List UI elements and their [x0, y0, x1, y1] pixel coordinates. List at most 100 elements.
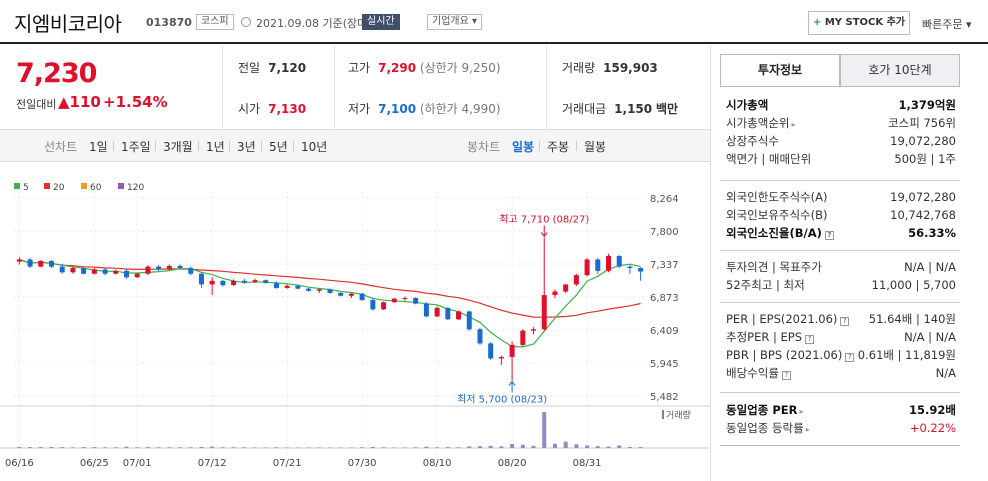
stock-code: 013870 — [146, 16, 192, 29]
volume-bar — [402, 447, 407, 448]
info-value: 56.33% — [908, 226, 956, 240]
candle-body — [145, 266, 151, 274]
foreign-ownership-section: 외국인한도주식수(A) 19,072,280 외국인보유주식수(B) 10,742,… — [726, 188, 956, 242]
volume-bar — [595, 446, 600, 448]
price-chart[interactable]: 8,264 7,800 7,337 6,873 6,409 5,945 5,482 5 20 60… — [0, 170, 710, 481]
info-value: 0.61배 | 11,819원 — [857, 348, 956, 362]
market-cap-section: 시가총액 1,379억원 시가총액순위 ▸ 코스피 756위 상장주식수 19,072,… — [726, 96, 956, 168]
volume-bar — [435, 447, 440, 448]
candle-body — [348, 293, 354, 296]
x-tick-label: 06/16 — [5, 458, 34, 469]
info-row: 시가총액 1,379억원 — [726, 96, 956, 114]
candle-monthly[interactable]: 월봉 — [584, 140, 607, 154]
period-1d[interactable]: 1일 — [89, 140, 108, 154]
info-row: 외국인한도주식수(A) 19,072,280 — [726, 188, 956, 206]
prev-close: 전일 7,120 — [238, 59, 306, 76]
volume-bar — [638, 447, 643, 448]
price-summary: 7,230 전일대비 ▲110 +1.54% 전일 7,120 고가 7,290 (… — [0, 46, 710, 130]
volume-bar — [49, 446, 54, 448]
legend-label: 120 — [127, 183, 144, 193]
info-value: 19,072,280 — [890, 134, 956, 148]
info-key: 외국인보유주식수(B) — [726, 208, 828, 222]
realtime-button[interactable]: 실시간 — [362, 14, 400, 30]
help-icon[interactable]: ? — [840, 317, 850, 326]
period-3m[interactable]: 3개월 — [163, 140, 193, 154]
volume-bar — [370, 446, 375, 448]
tab-investment-info[interactable]: 투자정보 — [720, 54, 840, 87]
candle-body — [477, 329, 483, 344]
info-value: 10,742,768 — [890, 208, 956, 222]
volume-bar — [317, 447, 322, 448]
volume-bar — [253, 447, 258, 448]
candle-weekly[interactable]: 주봉 — [547, 140, 570, 154]
volume-bar — [124, 446, 129, 448]
candle-body — [488, 343, 494, 359]
info-row: PER | EPS(2021.06)? 51.64배 | 140원 — [726, 310, 956, 328]
period-1w[interactable]: 1주일 — [121, 140, 151, 154]
help-icon[interactable]: ? — [781, 371, 791, 380]
info-row: 투자의견 | 목표주가 N/A | N/A — [726, 258, 956, 276]
candle-body — [606, 255, 612, 271]
legend-swatch — [81, 183, 87, 189]
target-price-section: 투자의견 | 목표주가 N/A | N/A 52주최고 | 최저 11,000 | … — [726, 258, 956, 294]
help-icon[interactable]: ? — [805, 335, 815, 344]
volume-bar — [167, 447, 172, 448]
candle-body — [563, 284, 569, 292]
volume-bar — [413, 447, 418, 448]
candle-body — [188, 268, 194, 274]
add-mystock-button[interactable]: + MY STOCK 추가 — [808, 11, 910, 35]
volume-bar — [242, 447, 247, 448]
tab-order-book[interactable]: 호가 10단계 — [840, 54, 960, 87]
reference-date: 2021.09.08 기준(장마감) — [256, 17, 382, 30]
candle-body — [113, 270, 119, 274]
info-key: 배당수익률? — [726, 364, 791, 382]
period-3y[interactable]: 3년 — [237, 140, 256, 154]
help-icon[interactable]: ? — [845, 353, 855, 362]
candle-body — [156, 266, 162, 270]
info-key: 상장주식수 — [726, 134, 779, 148]
company-overview-dropdown[interactable]: 기업개요 ▾ — [427, 14, 482, 30]
info-key: 외국인한도주식수(A) — [726, 190, 828, 204]
x-tick-label: 07/12 — [198, 458, 227, 469]
current-price: 7,230 — [16, 58, 97, 89]
lower-limit: (하한가 4,990) — [419, 102, 501, 116]
candle-body — [573, 275, 579, 285]
candle-body — [48, 260, 54, 267]
period-1y[interactable]: 1년 — [206, 140, 225, 154]
y-tick-label: 5,945 — [650, 359, 679, 370]
period-10y[interactable]: 10년 — [301, 140, 328, 154]
candle-chart-label: 봉차트 — [467, 140, 501, 154]
candle-body — [456, 311, 462, 320]
volume-bar — [531, 445, 536, 448]
info-row[interactable]: 동일업종 PER ▸ 15.92배 — [726, 401, 956, 419]
period-5y[interactable]: 5년 — [269, 140, 288, 154]
volume-bar — [38, 447, 43, 448]
info-row[interactable]: 시가총액순위 ▸ 코스피 756위 — [726, 114, 956, 132]
info-value: +0.22% — [909, 421, 956, 435]
info-row: 외국인소진율(B/A)? 56.33% — [726, 224, 956, 242]
volume: 거래량 159,903 — [562, 59, 658, 76]
upper-limit: (상한가 9,250) — [419, 61, 501, 75]
trade-amount: 거래대금 1,150 백만 — [562, 100, 678, 117]
candlestick-chart[interactable]: 8,264 7,800 7,337 6,873 6,409 5,945 5,482 5 20 60… — [0, 170, 710, 481]
info-value: N/A | N/A — [904, 260, 956, 274]
info-key-label: 배당수익률 — [726, 366, 779, 380]
low-annotation: 최저 5,700 (08/23) — [457, 393, 547, 405]
info-value: N/A | N/A — [904, 330, 956, 344]
open-label: 시가 — [238, 102, 261, 116]
info-key-label: 외국인소진율(B/A) — [726, 226, 822, 240]
x-tick-label: 08/10 — [423, 458, 452, 469]
volume-bar — [285, 447, 290, 448]
quick-order-dropdown[interactable]: 빠른주문 ▾ — [922, 18, 972, 31]
volume-bar — [70, 447, 75, 448]
candle-body — [123, 270, 129, 278]
info-row[interactable]: 동일업종 등락률 ▸ +0.22% — [726, 419, 956, 437]
help-icon[interactable]: ? — [824, 231, 834, 240]
volume-value: 159,903 — [603, 61, 658, 75]
candle-body — [316, 289, 322, 291]
candle-daily[interactable]: 일봉 — [512, 140, 535, 154]
volume-bar — [381, 447, 386, 448]
info-value: 500원 | 1주 — [894, 152, 956, 166]
clock-icon — [241, 17, 251, 27]
legend-swatch — [44, 183, 50, 189]
